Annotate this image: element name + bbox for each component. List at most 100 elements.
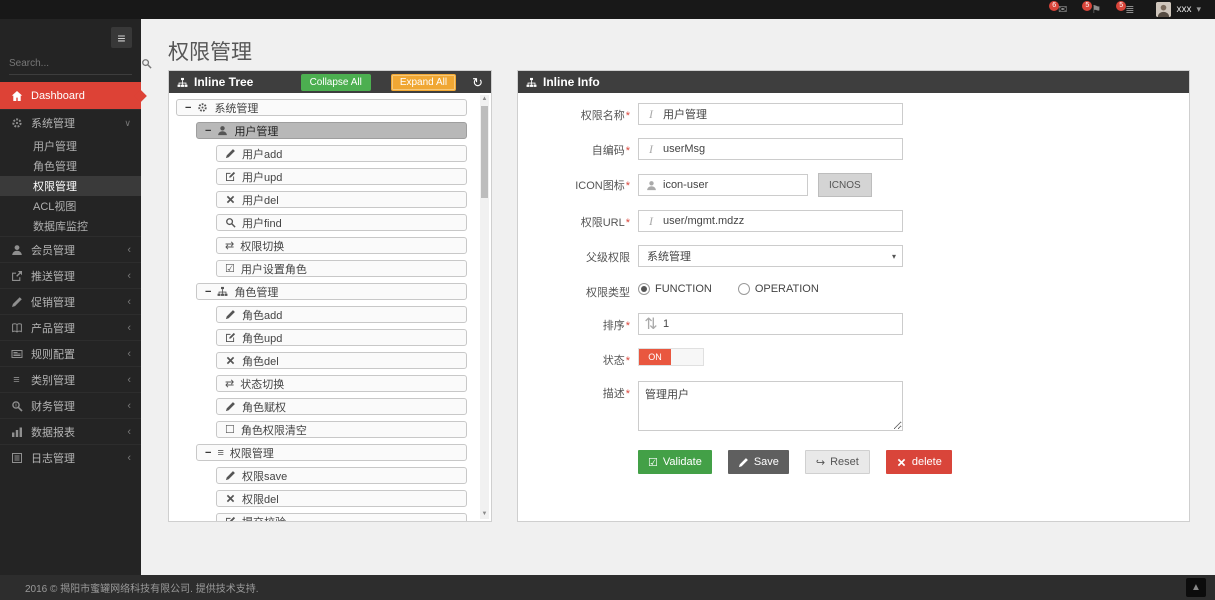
user-menu[interactable]: xxx ▾ [1156, 2, 1201, 17]
sidebar-item-system-mgmt[interactable]: 系统管理 ∨ [0, 109, 141, 136]
radio-label: FUNCTION [655, 283, 712, 295]
tree-node[interactable]: 用户find [216, 214, 467, 231]
sidebar-item[interactable]: ≡ 类别管理 ‹ [0, 366, 141, 392]
tree-node-label: 用户管理 [234, 125, 279, 138]
envelope-icon: ✉ [1058, 4, 1068, 16]
sidebar-item[interactable]: 日志管理 ‹ [0, 444, 141, 470]
tree-node[interactable]: 权限del [216, 490, 467, 507]
tree-node[interactable]: 用户upd [216, 168, 467, 185]
sidebar-item-label: Dashboard [31, 89, 85, 102]
radio-icon[interactable] [638, 283, 650, 295]
scroll-down-icon[interactable]: ▼ [481, 511, 488, 517]
sidebar-item[interactable]: 产品管理 ‹ [0, 314, 141, 340]
collapse-toggle[interactable]: − [185, 101, 192, 114]
pencil-icon [10, 296, 23, 308]
scroll-to-top-button[interactable]: ▲ [1186, 578, 1206, 597]
sidebar-item-label: 类别管理 [31, 374, 75, 387]
permission-url-input[interactable] [663, 211, 902, 231]
sidebar-item[interactable]: 数据报表 ‹ [0, 418, 141, 444]
edit-icon [225, 516, 236, 521]
tree-node[interactable]: − 系统管理 [176, 99, 467, 116]
pencil-icon [225, 401, 236, 412]
sidebar-item[interactable]: 规则配置 ‹ [0, 340, 141, 366]
field-label: 排序* [602, 320, 630, 332]
pencil-icon [738, 457, 749, 468]
tree-node[interactable]: 角色upd [216, 329, 467, 346]
reset-button[interactable]: ↪ Reset [804, 450, 870, 474]
icon-field-input[interactable] [663, 175, 807, 195]
tree-node[interactable]: 权限save [216, 467, 467, 484]
tree-node[interactable]: ☐ 角色权限清空 [216, 421, 467, 438]
sidebar-toggle-button[interactable]: ≡ [111, 27, 132, 48]
chevron-up-icon: ▲ [1191, 582, 1201, 593]
tree-node[interactable]: − 角色管理 [196, 283, 467, 300]
sidebar-item[interactable]: 会员管理 ‹ [0, 236, 141, 262]
tree-node[interactable]: 角色赋权 [216, 398, 467, 415]
sidebar-item-dashboard[interactable]: Dashboard [0, 82, 147, 109]
pencil-icon [225, 148, 236, 159]
validate-button[interactable]: ☑ Validate [638, 450, 712, 474]
sidebar-item[interactable]: 推送管理 ‹ [0, 262, 141, 288]
sidebar-item-label: 规则配置 [31, 348, 75, 361]
parent-permission-select[interactable]: 系统管理 ▾ [638, 245, 903, 267]
chevron-left-icon: ‹ [127, 399, 131, 412]
collapse-toggle[interactable]: − [205, 446, 212, 459]
form-row-sort-order: 排序* ⇅ [518, 313, 1189, 335]
inline-tree-title: Inline Tree [194, 75, 254, 89]
notification-flag[interactable]: 5 ⚑ [1082, 0, 1101, 17]
system-mgmt-submenu: 用户管理 角色管理 权限管理 ACL视图 数据库监控 [0, 136, 141, 236]
radio-icon[interactable] [737, 283, 750, 295]
sort-order-input[interactable] [663, 314, 902, 334]
tree-node[interactable]: − 用户管理 [196, 122, 467, 139]
required-asterisk: * [625, 145, 630, 157]
sidebar-item[interactable]: 促销管理 ‹ [0, 288, 141, 314]
button-label: delete [911, 456, 942, 468]
save-button[interactable]: Save [727, 450, 789, 474]
expand-all-button[interactable]: Expand All [390, 73, 457, 91]
tree-node-label: 系统管理 [214, 102, 259, 115]
sidebar-item[interactable]: 财务管理 ‹ [0, 392, 141, 418]
sidebar-subitem[interactable]: 角色管理 [0, 156, 141, 176]
status-toggle[interactable]: ON [638, 348, 704, 366]
button-label: Save [753, 456, 779, 468]
form-row-self-code: 自编码* I [518, 138, 1189, 160]
tree-node[interactable]: 用户add [216, 145, 467, 162]
icons-picker-button[interactable]: ICNOS [818, 173, 872, 197]
required-asterisk: * [625, 110, 630, 122]
tree-node[interactable]: 用户del [216, 191, 467, 208]
scroll-up-icon[interactable]: ▲ [481, 96, 488, 102]
chevron-down-icon: ∨ [124, 117, 131, 128]
scrollbar-thumb[interactable] [481, 106, 488, 198]
notification-envelope[interactable]: 6 ✉ [1049, 0, 1068, 17]
tree-node[interactable]: − ≡ 权限管理 [196, 444, 467, 461]
sidebar-subitem[interactable]: 权限管理 [0, 176, 141, 196]
permission-name-input[interactable] [663, 104, 902, 124]
tree-node[interactable]: 角色add [216, 306, 467, 323]
tree-node[interactable]: 提交校验 [216, 513, 467, 521]
reply-icon: ↪ [815, 456, 826, 469]
collapse-toggle[interactable]: − [205, 285, 212, 298]
tree-node-label: 角色add [242, 309, 283, 322]
description-textarea[interactable] [638, 381, 903, 431]
radio-operation[interactable]: OPERATION [737, 283, 819, 295]
tree-node[interactable]: 角色del [216, 352, 467, 369]
field-label: 权限名称* [580, 110, 630, 122]
sidebar-subitem[interactable]: 数据库监控 [0, 216, 141, 236]
tree-node[interactable]: ☑ 用户设置角色 [216, 260, 467, 277]
notification-tasks[interactable]: 5 ≣ [1116, 0, 1134, 17]
sidebar-subitem[interactable]: ACL视图 [0, 196, 141, 216]
search-input[interactable] [9, 58, 141, 69]
tree-scrollbar[interactable]: ▲ ▼ [480, 95, 489, 519]
self-code-input[interactable] [663, 139, 902, 159]
refresh-icon[interactable]: ↻ [472, 74, 483, 90]
delete-button[interactable]: delete [885, 450, 952, 474]
collapse-all-button[interactable]: Collapse All [300, 73, 371, 91]
tree-node-label: 用户设置角色 [240, 263, 307, 276]
tree-node[interactable]: ⇄ 权限切换 [216, 237, 467, 254]
sidebar-item-label: 系统管理 [31, 118, 75, 130]
tree-node[interactable]: ⇄ 状态切换 [216, 375, 467, 392]
collapse-toggle[interactable]: − [205, 124, 212, 137]
radio-function[interactable]: FUNCTION [638, 283, 712, 295]
required-asterisk: * [625, 217, 630, 229]
sidebar-subitem[interactable]: 用户管理 [0, 136, 141, 156]
